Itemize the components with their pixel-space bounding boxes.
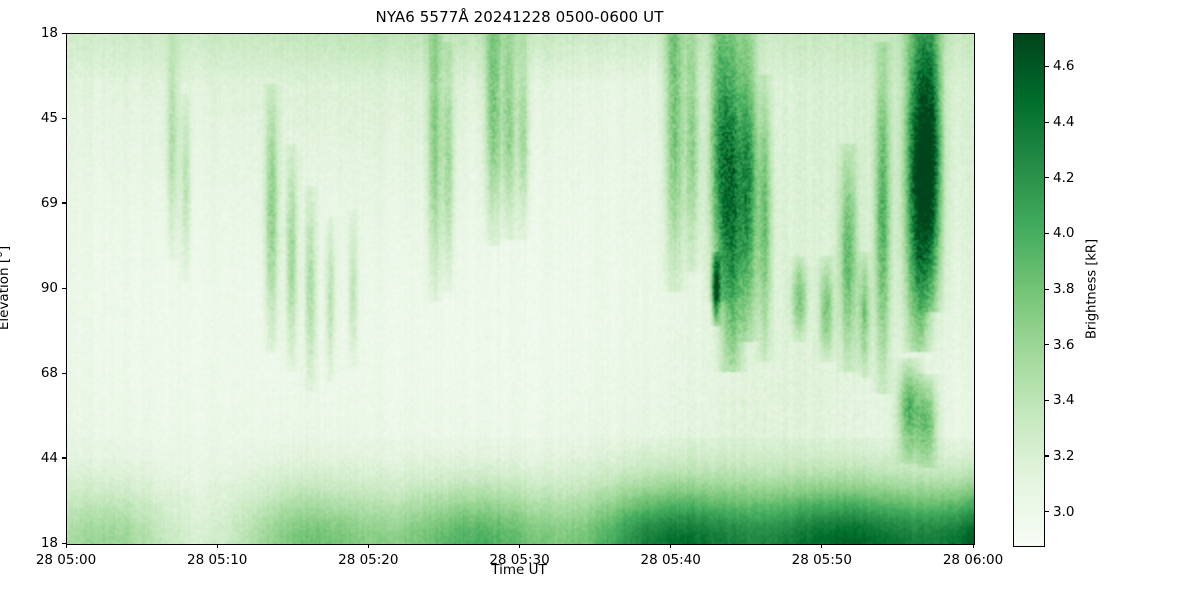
colorbar-tick [1045,399,1049,401]
x-axis-tick-label: 28 05:50 [791,552,852,568]
colorbar-tick [1045,288,1049,290]
page-title: NYA6 5577Å 20241228 0500-0600 UT [375,8,664,26]
colorbar-tick [1045,511,1049,513]
y-axis-tick-label: 44 [40,449,58,466]
x-axis-tick [216,544,218,548]
keogram-axes[interactable] [66,33,975,545]
x-axis-tick-label: 28 05:40 [640,552,701,568]
x-axis-tick [367,544,369,548]
colorbar[interactable] [1013,33,1045,547]
x-axis-tick [519,544,521,548]
colorbar-tick-label: 3.8 [1053,281,1075,297]
y-axis-tick [62,117,66,119]
y-axis-tick-label: 18 [40,535,58,551]
colorbar-tick [1045,177,1049,179]
colorbar-tick-label: 4.6 [1053,58,1075,75]
colorbar-gradient [1014,34,1044,546]
x-axis-tick-label: 28 05:20 [338,552,399,568]
keogram-image [67,34,974,544]
y-axis-tick [62,542,66,544]
x-axis-tick [972,544,974,548]
x-axis-tick-label: 28 05:10 [187,552,248,568]
y-axis-tick [62,287,66,289]
colorbar-tick-label: 4.2 [1053,169,1075,186]
colorbar-tick [1045,232,1049,234]
y-axis-tick-label: 18 [40,25,58,41]
y-axis-tick [62,32,66,34]
x-axis-tick [65,544,67,548]
y-axis-tick-label: 69 [40,194,58,211]
colorbar-tick [1045,65,1049,67]
y-axis-tick-label: 45 [40,110,58,127]
y-axis-label: Elevation [°] [0,245,12,331]
colorbar-label: Brightness [kR] [1084,238,1100,340]
y-axis-tick [62,202,66,204]
x-axis-tick-label: 28 06:00 [942,552,1004,568]
y-axis-tick [62,372,66,374]
colorbar-tick-label: 3.0 [1053,503,1075,520]
colorbar-tick [1045,121,1049,123]
x-axis-tick-label: 28 05:30 [489,552,550,568]
y-axis-tick [62,457,66,459]
colorbar-tick-label: 3.6 [1053,336,1075,353]
colorbar-tick-label: 4.0 [1053,225,1075,242]
colorbar-tick-label: 3.4 [1053,392,1075,409]
x-axis-tick [670,544,672,548]
colorbar-tick-label: 3.2 [1053,447,1075,464]
x-axis-tick [821,544,823,548]
colorbar-tick-label: 4.4 [1053,114,1075,131]
colorbar-tick [1045,455,1049,457]
colorbar-tick [1045,344,1049,346]
y-axis-tick-label: 68 [40,365,58,382]
x-axis-tick-label: 28 05:00 [35,552,97,568]
x-axis-label: Time UT [491,562,547,578]
y-axis-tick-label: 90 [40,280,58,296]
